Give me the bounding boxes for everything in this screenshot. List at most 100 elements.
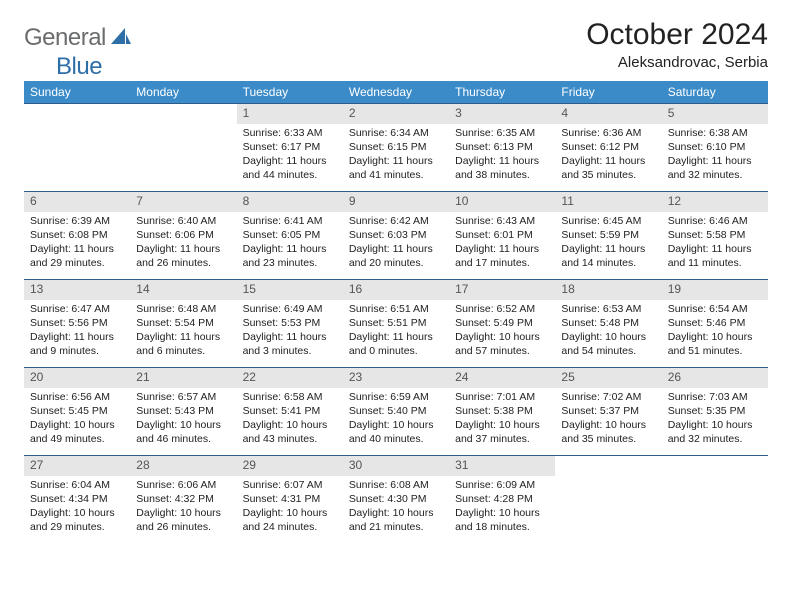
calendar-day-cell: 13Sunrise: 6:47 AMSunset: 5:56 PMDayligh… [24, 280, 130, 368]
day-number: 31 [449, 456, 555, 476]
day-details: Sunrise: 6:51 AMSunset: 5:51 PMDaylight:… [343, 300, 449, 363]
day-number: 27 [24, 456, 130, 476]
calendar-day-cell: 5Sunrise: 6:38 AMSunset: 6:10 PMDaylight… [662, 104, 768, 192]
day-details: Sunrise: 6:53 AMSunset: 5:48 PMDaylight:… [555, 300, 661, 363]
day-details: Sunrise: 6:06 AMSunset: 4:32 PMDaylight:… [130, 476, 236, 539]
day-details: Sunrise: 6:57 AMSunset: 5:43 PMDaylight:… [130, 388, 236, 451]
calendar-day-cell: 10Sunrise: 6:43 AMSunset: 6:01 PMDayligh… [449, 192, 555, 280]
calendar-day-cell: 29Sunrise: 6:07 AMSunset: 4:31 PMDayligh… [237, 456, 343, 544]
calendar-week-row: 13Sunrise: 6:47 AMSunset: 5:56 PMDayligh… [24, 280, 768, 368]
calendar-day-cell: 23Sunrise: 6:59 AMSunset: 5:40 PMDayligh… [343, 368, 449, 456]
calendar-day-cell: 18Sunrise: 6:53 AMSunset: 5:48 PMDayligh… [555, 280, 661, 368]
calendar-day-cell: 1Sunrise: 6:33 AMSunset: 6:17 PMDaylight… [237, 104, 343, 192]
day-details: Sunrise: 6:08 AMSunset: 4:30 PMDaylight:… [343, 476, 449, 539]
day-details: Sunrise: 6:33 AMSunset: 6:17 PMDaylight:… [237, 124, 343, 187]
day-details: Sunrise: 6:59 AMSunset: 5:40 PMDaylight:… [343, 388, 449, 451]
day-number: 12 [662, 192, 768, 212]
weekday-header: Saturday [662, 81, 768, 104]
day-number: 18 [555, 280, 661, 300]
calendar-day-cell: 31Sunrise: 6:09 AMSunset: 4:28 PMDayligh… [449, 456, 555, 544]
day-details: Sunrise: 6:47 AMSunset: 5:56 PMDaylight:… [24, 300, 130, 363]
logo-text-general: General [24, 24, 106, 52]
day-number: 22 [237, 368, 343, 388]
day-details: Sunrise: 6:41 AMSunset: 6:05 PMDaylight:… [237, 212, 343, 275]
day-number: 15 [237, 280, 343, 300]
calendar-day-cell: 22Sunrise: 6:58 AMSunset: 5:41 PMDayligh… [237, 368, 343, 456]
calendar-day-cell: 15Sunrise: 6:49 AMSunset: 5:53 PMDayligh… [237, 280, 343, 368]
calendar-day-cell: 7Sunrise: 6:40 AMSunset: 6:06 PMDaylight… [130, 192, 236, 280]
day-number: 10 [449, 192, 555, 212]
logo-sail-icon [111, 28, 131, 51]
calendar-body: 1Sunrise: 6:33 AMSunset: 6:17 PMDaylight… [24, 104, 768, 544]
calendar-day-cell: 3Sunrise: 6:35 AMSunset: 6:13 PMDaylight… [449, 104, 555, 192]
calendar-day-cell: 14Sunrise: 6:48 AMSunset: 5:54 PMDayligh… [130, 280, 236, 368]
day-number: 28 [130, 456, 236, 476]
day-details: Sunrise: 6:54 AMSunset: 5:46 PMDaylight:… [662, 300, 768, 363]
day-number: 5 [662, 104, 768, 124]
day-number: 3 [449, 104, 555, 124]
weekday-header: Monday [130, 81, 236, 104]
day-details: Sunrise: 6:49 AMSunset: 5:53 PMDaylight:… [237, 300, 343, 363]
title-block: October 2024 Aleksandrovac, Serbia [586, 18, 768, 71]
day-details: Sunrise: 6:46 AMSunset: 5:58 PMDaylight:… [662, 212, 768, 275]
day-details: Sunrise: 6:34 AMSunset: 6:15 PMDaylight:… [343, 124, 449, 187]
day-details: Sunrise: 7:02 AMSunset: 5:37 PMDaylight:… [555, 388, 661, 451]
calendar-day-cell: 27Sunrise: 6:04 AMSunset: 4:34 PMDayligh… [24, 456, 130, 544]
page-header: General October 2024 Aleksandrovac, Serb… [24, 18, 768, 71]
calendar-day-cell: 30Sunrise: 6:08 AMSunset: 4:30 PMDayligh… [343, 456, 449, 544]
day-details: Sunrise: 6:43 AMSunset: 6:01 PMDaylight:… [449, 212, 555, 275]
day-number: 2 [343, 104, 449, 124]
calendar-week-row: 6Sunrise: 6:39 AMSunset: 6:08 PMDaylight… [24, 192, 768, 280]
weekday-header: Thursday [449, 81, 555, 104]
calendar-day-cell: 25Sunrise: 7:02 AMSunset: 5:37 PMDayligh… [555, 368, 661, 456]
day-number: 20 [24, 368, 130, 388]
calendar-day-cell: 21Sunrise: 6:57 AMSunset: 5:43 PMDayligh… [130, 368, 236, 456]
calendar-header-row: SundayMondayTuesdayWednesdayThursdayFrid… [24, 81, 768, 104]
day-details: Sunrise: 6:58 AMSunset: 5:41 PMDaylight:… [237, 388, 343, 451]
day-details: Sunrise: 6:36 AMSunset: 6:12 PMDaylight:… [555, 124, 661, 187]
day-number: 4 [555, 104, 661, 124]
calendar-week-row: 1Sunrise: 6:33 AMSunset: 6:17 PMDaylight… [24, 104, 768, 192]
day-number: 8 [237, 192, 343, 212]
day-number: 19 [662, 280, 768, 300]
day-details: Sunrise: 6:40 AMSunset: 6:06 PMDaylight:… [130, 212, 236, 275]
day-number: 7 [130, 192, 236, 212]
day-number: 16 [343, 280, 449, 300]
day-number: 21 [130, 368, 236, 388]
calendar-day-cell: 26Sunrise: 7:03 AMSunset: 5:35 PMDayligh… [662, 368, 768, 456]
day-details: Sunrise: 6:52 AMSunset: 5:49 PMDaylight:… [449, 300, 555, 363]
calendar-empty-cell [130, 104, 236, 192]
day-number: 29 [237, 456, 343, 476]
day-details: Sunrise: 6:38 AMSunset: 6:10 PMDaylight:… [662, 124, 768, 187]
day-details: Sunrise: 6:45 AMSunset: 5:59 PMDaylight:… [555, 212, 661, 275]
calendar-day-cell: 4Sunrise: 6:36 AMSunset: 6:12 PMDaylight… [555, 104, 661, 192]
calendar-day-cell: 24Sunrise: 7:01 AMSunset: 5:38 PMDayligh… [449, 368, 555, 456]
day-details: Sunrise: 6:09 AMSunset: 4:28 PMDaylight:… [449, 476, 555, 539]
calendar-day-cell: 20Sunrise: 6:56 AMSunset: 5:45 PMDayligh… [24, 368, 130, 456]
calendar-week-row: 27Sunrise: 6:04 AMSunset: 4:34 PMDayligh… [24, 456, 768, 544]
day-number: 23 [343, 368, 449, 388]
calendar-day-cell: 9Sunrise: 6:42 AMSunset: 6:03 PMDaylight… [343, 192, 449, 280]
location: Aleksandrovac, Serbia [586, 54, 768, 71]
weekday-header: Tuesday [237, 81, 343, 104]
day-details: Sunrise: 7:03 AMSunset: 5:35 PMDaylight:… [662, 388, 768, 451]
month-title: October 2024 [586, 18, 768, 52]
day-details: Sunrise: 6:35 AMSunset: 6:13 PMDaylight:… [449, 124, 555, 187]
day-number: 6 [24, 192, 130, 212]
day-details: Sunrise: 6:56 AMSunset: 5:45 PMDaylight:… [24, 388, 130, 451]
logo-text-blue: Blue [56, 53, 102, 81]
day-details: Sunrise: 6:42 AMSunset: 6:03 PMDaylight:… [343, 212, 449, 275]
day-details: Sunrise: 6:07 AMSunset: 4:31 PMDaylight:… [237, 476, 343, 539]
calendar-day-cell: 16Sunrise: 6:51 AMSunset: 5:51 PMDayligh… [343, 280, 449, 368]
day-details: Sunrise: 6:04 AMSunset: 4:34 PMDaylight:… [24, 476, 130, 539]
day-details: Sunrise: 7:01 AMSunset: 5:38 PMDaylight:… [449, 388, 555, 451]
day-number: 14 [130, 280, 236, 300]
day-details: Sunrise: 6:39 AMSunset: 6:08 PMDaylight:… [24, 212, 130, 275]
calendar-day-cell: 17Sunrise: 6:52 AMSunset: 5:49 PMDayligh… [449, 280, 555, 368]
weekday-header: Sunday [24, 81, 130, 104]
day-number: 30 [343, 456, 449, 476]
calendar-table: SundayMondayTuesdayWednesdayThursdayFrid… [24, 81, 768, 544]
day-number: 17 [449, 280, 555, 300]
weekday-header: Friday [555, 81, 661, 104]
calendar-day-cell: 11Sunrise: 6:45 AMSunset: 5:59 PMDayligh… [555, 192, 661, 280]
